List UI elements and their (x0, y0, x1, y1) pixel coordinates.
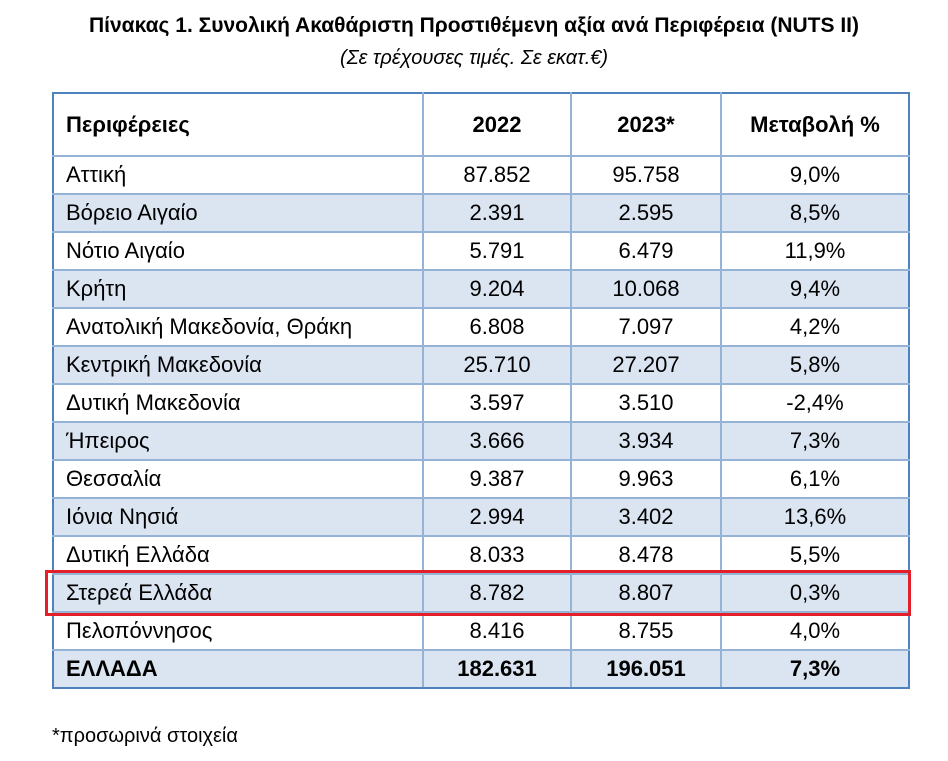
value-2022: 3.666 (422, 421, 572, 461)
region-name: Δυτική Μακεδονία (52, 383, 424, 423)
value-2022: 8.033 (422, 535, 572, 575)
region-name: Στερεά Ελλάδα (52, 573, 424, 613)
change-percent: 9,4% (720, 269, 910, 309)
change-percent: 13,6% (720, 497, 910, 537)
change-percent: 9,0% (720, 155, 910, 195)
value-2023: 8.755 (570, 611, 722, 651)
table-row: Δυτική Μακεδονία 3.597 3.510 -2,4% (52, 383, 910, 423)
region-name: Ιόνια Νησιά (52, 497, 424, 537)
total-label: ΕΛΛΑΔΑ (52, 649, 424, 689)
region-name: Ήπειρος (52, 421, 424, 461)
value-2023: 3.510 (570, 383, 722, 423)
column-header-2022: 2022 (422, 92, 572, 157)
table-row: Ήπειρος 3.666 3.934 7,3% (52, 421, 910, 461)
table-row: Αττική 87.852 95.758 9,0% (52, 155, 910, 195)
change-percent: 0,3% (720, 573, 910, 613)
value-2022: 5.791 (422, 231, 572, 271)
change-percent: 6,1% (720, 459, 910, 499)
change-percent: 5,5% (720, 535, 910, 575)
change-percent: 8,5% (720, 193, 910, 233)
table-row: Κεντρική Μακεδονία 25.710 27.207 5,8% (52, 345, 910, 385)
value-2023: 95.758 (570, 155, 722, 195)
value-2023: 3.934 (570, 421, 722, 461)
total-change: 7,3% (720, 649, 910, 689)
table-row: Πελοπόννησος 8.416 8.755 4,0% (52, 611, 910, 651)
table-subtitle: (Σε τρέχουσες τιμές. Σε εκατ.€) (339, 47, 609, 69)
value-2022: 2.391 (422, 193, 572, 233)
table-row: Ανατολική Μακεδονία, Θράκη 6.808 7.097 4,2% (52, 307, 910, 347)
table-title: Πίνακας 1. Συνολική Ακαθάριστη Προστιθέμ… (89, 14, 859, 37)
value-2023: 8.807 (570, 573, 722, 613)
footnote: *προσωρινά στοιχεία (52, 725, 238, 747)
value-2022: 9.387 (422, 459, 572, 499)
change-percent: 7,3% (720, 421, 910, 461)
region-name: Πελοπόννησος (52, 611, 424, 651)
value-2022: 3.597 (422, 383, 572, 423)
column-header-region: Περιφέρειες (52, 92, 424, 157)
value-2022: 8.782 (422, 573, 572, 613)
table-row: Στερεά Ελλάδα 8.782 8.807 0,3% (52, 573, 910, 613)
table-row: Νότιο Αιγαίο 5.791 6.479 11,9% (52, 231, 910, 271)
change-percent: 5,8% (720, 345, 910, 385)
region-name: Δυτική Ελλάδα (52, 535, 424, 575)
value-2023: 8.478 (570, 535, 722, 575)
table-row: Θεσσαλία 9.387 9.963 6,1% (52, 459, 910, 499)
value-2023: 3.402 (570, 497, 722, 537)
value-2023: 27.207 (570, 345, 722, 385)
region-name: Κρήτη (52, 269, 424, 309)
change-percent: 4,2% (720, 307, 910, 347)
region-name: Κεντρική Μακεδονία (52, 345, 424, 385)
regional-gva-table: Περιφέρειες 2022 2023* Μεταβολή % Αττική… (52, 92, 910, 689)
column-header-2023: 2023* (570, 92, 722, 157)
total-2022: 182.631 (422, 649, 572, 689)
region-name: Βόρειο Αιγαίο (52, 193, 424, 233)
value-2023: 2.595 (570, 193, 722, 233)
region-name: Αττική (52, 155, 424, 195)
region-name: Νότιο Αιγαίο (52, 231, 424, 271)
value-2022: 25.710 (422, 345, 572, 385)
total-2023: 196.051 (570, 649, 722, 689)
table-header-row: Περιφέρειες 2022 2023* Μεταβολή % (52, 92, 910, 157)
column-header-change: Μεταβολή % (720, 92, 910, 157)
table-row: Κρήτη 9.204 10.068 9,4% (52, 269, 910, 309)
value-2022: 9.204 (422, 269, 572, 309)
value-2023: 6.479 (570, 231, 722, 271)
table-row: Ιόνια Νησιά 2.994 3.402 13,6% (52, 497, 910, 537)
region-name: Ανατολική Μακεδονία, Θράκη (52, 307, 424, 347)
table-row: Βόρειο Αιγαίο 2.391 2.595 8,5% (52, 193, 910, 233)
change-percent: 11,9% (720, 231, 910, 271)
value-2022: 6.808 (422, 307, 572, 347)
table-body: Αττική 87.852 95.758 9,0% Βόρειο Αιγαίο 2.391… (52, 155, 910, 689)
value-2022: 8.416 (422, 611, 572, 651)
value-2023: 9.963 (570, 459, 722, 499)
region-name: Θεσσαλία (52, 459, 424, 499)
table-row: Δυτική Ελλάδα 8.033 8.478 5,5% (52, 535, 910, 575)
total-row: ΕΛΛΑΔΑ 182.631 196.051 7,3% (52, 649, 910, 689)
value-2022: 87.852 (422, 155, 572, 195)
change-percent: -2,4% (720, 383, 910, 423)
value-2022: 2.994 (422, 497, 572, 537)
change-percent: 4,0% (720, 611, 910, 651)
value-2023: 10.068 (570, 269, 722, 309)
value-2023: 7.097 (570, 307, 722, 347)
